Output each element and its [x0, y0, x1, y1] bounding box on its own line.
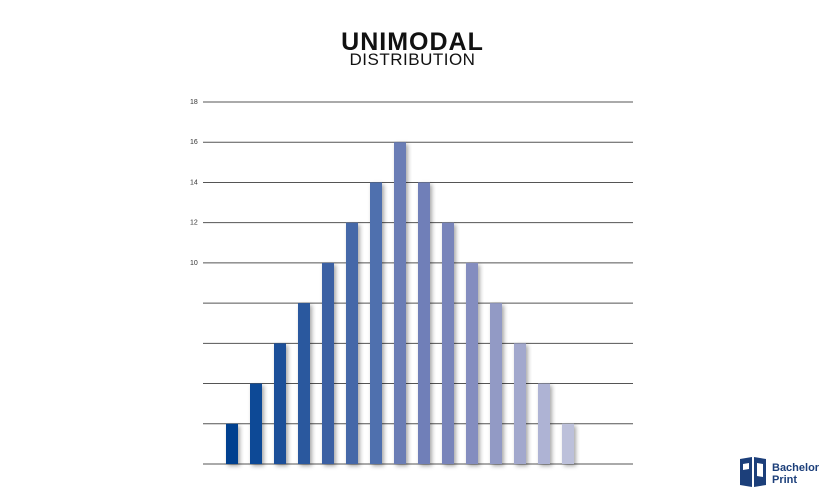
y-tick-label: 12 [190, 220, 198, 227]
chart-title: UNIMODAL [341, 28, 484, 56]
bar [442, 222, 454, 464]
y-tick-label: 14 [190, 179, 198, 186]
logo-text-line2: Print [772, 474, 798, 486]
bar [274, 343, 286, 464]
y-tick-labels: 10 12 14 16 18 [190, 99, 198, 267]
y-tick-label: 10 [190, 260, 198, 267]
bar [562, 423, 574, 464]
bar [322, 262, 334, 464]
bar [466, 262, 478, 464]
bar [514, 343, 526, 464]
bar [394, 142, 406, 464]
bar [538, 383, 550, 464]
bar [490, 303, 502, 464]
bar [226, 423, 238, 464]
book-icon [740, 457, 766, 487]
bar [250, 383, 262, 464]
brand-logo [738, 455, 822, 491]
y-tick-label: 16 [190, 139, 198, 146]
bar [370, 182, 382, 464]
bar [298, 303, 310, 464]
y-tick-label: 18 [190, 99, 198, 106]
chart-subtitle: DISTRIBUTION [349, 50, 476, 69]
bars [226, 142, 574, 464]
bar [418, 182, 430, 464]
logo-text-line1: Bachelor [772, 462, 820, 474]
bar [346, 222, 358, 464]
